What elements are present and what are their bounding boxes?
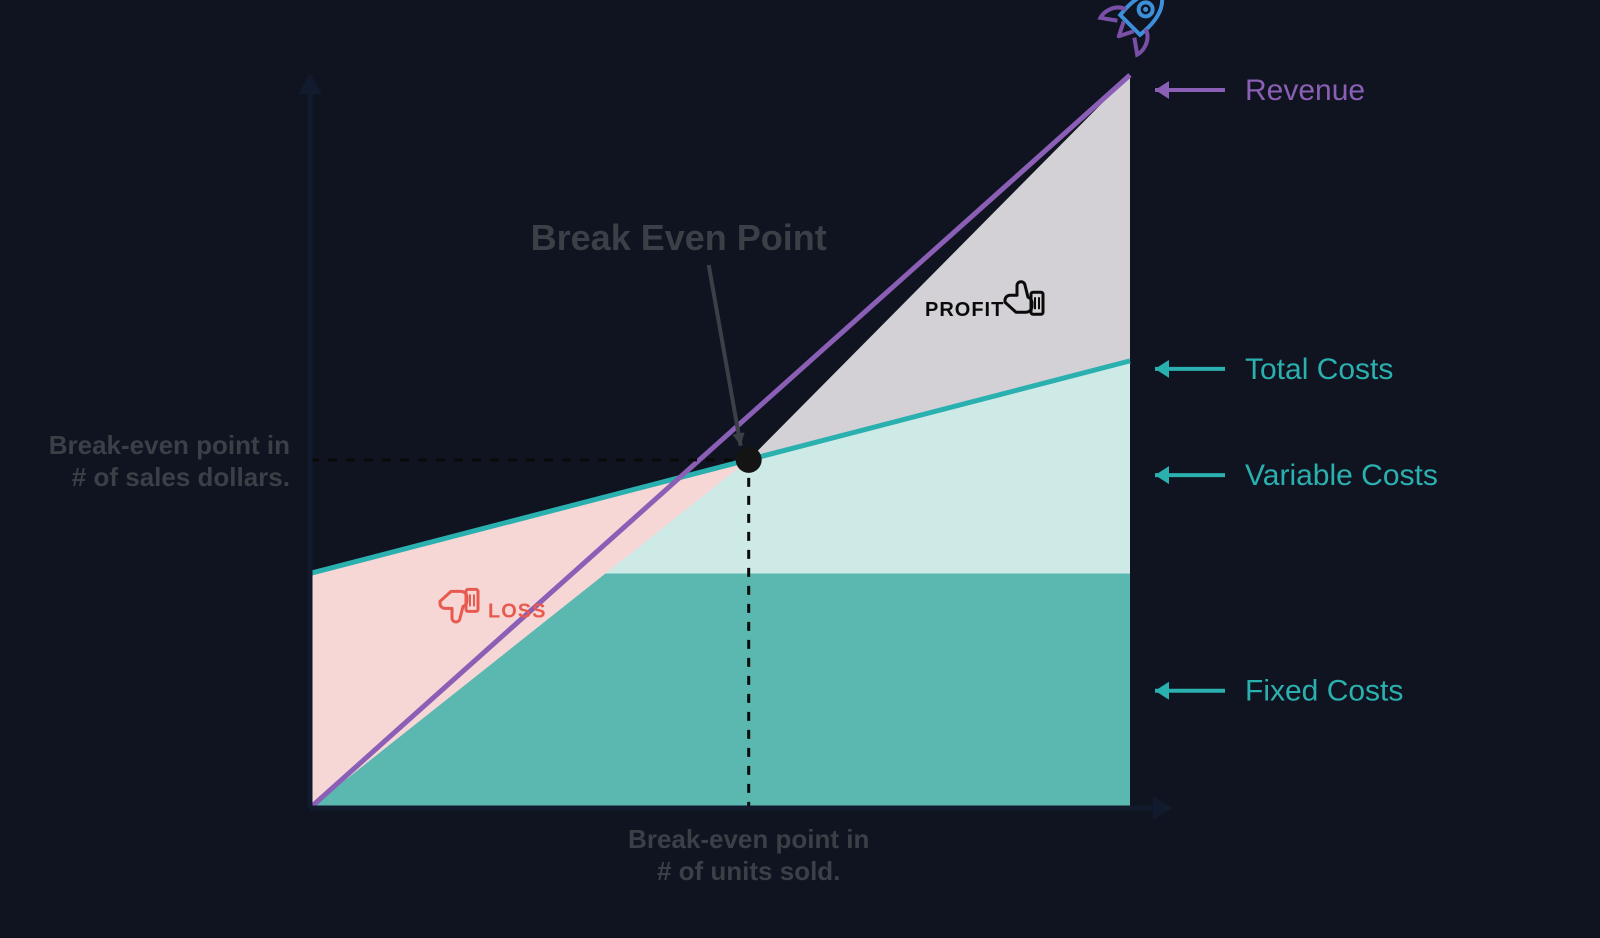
legend-total-costs-label: Total Costs	[1245, 353, 1393, 386]
loss-label: LOSS	[488, 600, 546, 622]
y-note-line2: # of sales dollars.	[72, 462, 290, 492]
legend-revenue-label: Revenue	[1245, 74, 1365, 107]
break-even-title: Break Even Point	[531, 217, 827, 258]
break-even-dot	[736, 447, 762, 473]
profit-label: PROFIT	[925, 299, 1004, 321]
y-note-line1: Break-even point in	[49, 430, 290, 460]
x-note-line2: # of units sold.	[657, 856, 840, 886]
legend-variable-costs-label: Variable Costs	[1245, 459, 1438, 492]
legend-fixed-costs-label: Fixed Costs	[1245, 675, 1403, 708]
x-note-line1: Break-even point in	[628, 824, 869, 854]
